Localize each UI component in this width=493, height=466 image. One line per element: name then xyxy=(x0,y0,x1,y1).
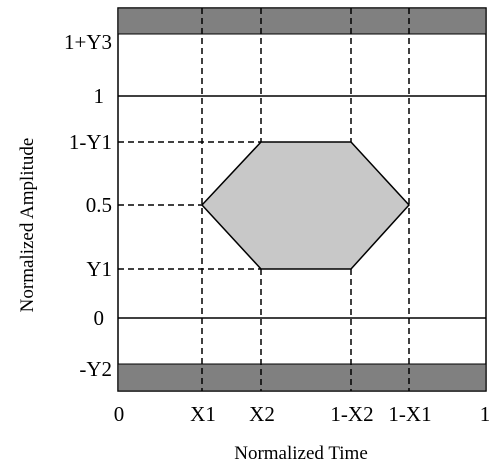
x-tick-labels: 0 X1 X2 1-X2 1-X1 1 xyxy=(114,402,491,426)
x-tick-label: 1 xyxy=(480,402,491,426)
x-tick-label: 1-X2 xyxy=(330,402,373,426)
y-tick-label: 1-Y1 xyxy=(69,130,112,154)
y-axis-title: Normalized Amplitude xyxy=(17,138,38,313)
y-tick-label: 1 xyxy=(94,84,105,108)
y-tick-label: -Y2 xyxy=(79,357,112,381)
y-tick-label: 1+Y3 xyxy=(64,30,112,54)
lower-mask-region xyxy=(117,363,487,392)
horizontal-guides xyxy=(118,141,261,270)
x-tick-label: X1 xyxy=(190,402,216,426)
y-tick-label: 0.5 xyxy=(86,193,112,217)
x-tick-label: X2 xyxy=(249,402,275,426)
x-tick-label: 0 xyxy=(114,402,125,426)
x-axis-title: Normalized Time xyxy=(234,443,368,464)
y-tick-label: Y1 xyxy=(86,257,112,281)
upper-mask-region xyxy=(117,7,487,35)
y-tick-labels: 1+Y3 1 1-Y1 0.5 Y1 0 -Y2 xyxy=(64,30,112,381)
vertical-guides xyxy=(201,8,410,391)
y-tick-label: 0 xyxy=(94,306,105,330)
x-tick-label: 1-X1 xyxy=(388,402,431,426)
